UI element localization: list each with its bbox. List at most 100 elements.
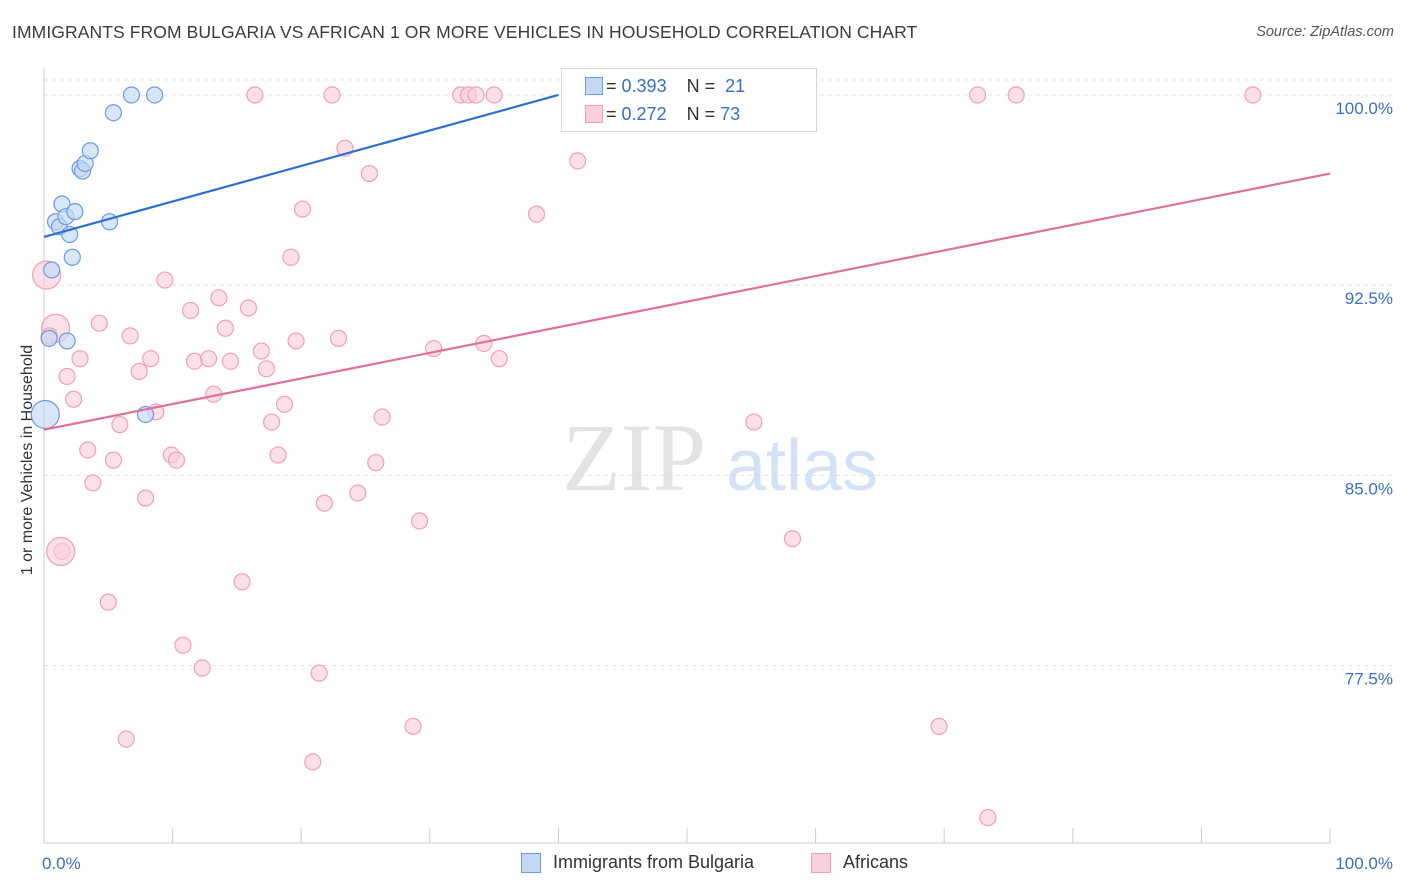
africans-point: [156, 271, 174, 289]
africans-point: [111, 416, 129, 434]
africans-point: [569, 152, 587, 170]
bulgaria-trend-line: [43, 93, 559, 239]
africans-point: [410, 512, 429, 530]
africans-point: [930, 717, 948, 735]
bulgaria-point: [30, 399, 60, 430]
africans-point: [1007, 86, 1025, 104]
n-value: 21: [725, 75, 746, 96]
africans-point: [269, 446, 287, 464]
africans-point: [252, 342, 270, 360]
africans-point: [221, 352, 240, 370]
africans-point: [239, 299, 258, 317]
africans-point: [185, 352, 204, 370]
legend-item-africans: Africans: [811, 852, 908, 873]
africans-point: [84, 474, 102, 492]
legend-label-bulgaria: Immigrants from Bulgaria: [553, 852, 755, 872]
africans-point: [329, 329, 348, 347]
y-tick-label: 100.0%: [1335, 99, 1393, 118]
legend-item-bulgaria: Immigrants from Bulgaria: [521, 852, 754, 873]
bulgaria-legend-swatch: [521, 852, 541, 873]
africans-point: [200, 350, 218, 368]
africans-point: [71, 350, 89, 368]
africans-point: [745, 413, 763, 431]
bulgaria-point: [58, 332, 76, 350]
bulgaria-point: [66, 203, 84, 221]
africans-point: [167, 451, 186, 469]
bulgaria-point: [145, 86, 164, 104]
africans-point: [360, 164, 378, 183]
africans-point: [99, 593, 117, 611]
bulgaria-point: [40, 329, 58, 347]
africans-point: [142, 350, 160, 368]
africans-point: [282, 248, 300, 266]
africans-point: [130, 362, 148, 380]
africans-point: [310, 664, 328, 682]
africans-trend-line: [43, 172, 1331, 431]
stats-row-bulgaria: R = 0.393 N = 21: [585, 73, 746, 99]
africans-point: [467, 86, 485, 104]
africans-point: [315, 494, 333, 512]
africans-point: [233, 573, 251, 591]
africans-legend-swatch: [811, 852, 831, 873]
y-tick-label: 92.5%: [1345, 289, 1393, 308]
watermark-zip: ZIP: [562, 404, 706, 511]
n-value: 73: [720, 103, 741, 124]
africans-point: [79, 441, 97, 459]
africans-point: [263, 413, 281, 431]
africans-point: [216, 319, 234, 337]
africans-point: [246, 86, 264, 104]
africans-point: [121, 327, 139, 345]
africans-point: [257, 360, 276, 378]
watermark-atlas: atlas: [726, 426, 878, 506]
watermark: ZIP atlas: [562, 404, 878, 511]
africans-point: [275, 395, 294, 413]
africans-point: [182, 301, 200, 320]
africans-point: [117, 730, 135, 748]
africans-point: [174, 636, 192, 654]
africans-point: [783, 530, 802, 548]
africans-point: [58, 367, 76, 386]
africans-point: [46, 536, 76, 566]
africans-point: [90, 314, 108, 332]
x-tick-label: 0.0%: [42, 854, 81, 873]
africans-point: [287, 332, 305, 350]
africans-point: [349, 484, 367, 502]
y-tick-label: 85.0%: [1345, 479, 1393, 498]
africans-point: [1244, 86, 1262, 104]
n-label: N =: [686, 75, 716, 96]
africans-point: [373, 408, 391, 426]
africans-point: [293, 200, 312, 218]
series-legend: Immigrants from Bulgaria Africans: [0, 852, 1406, 878]
bulgaria-point: [100, 213, 119, 231]
source-label: Source: ZipAtlas.com: [1256, 24, 1394, 40]
africans-point: [304, 753, 322, 771]
africans-point: [64, 390, 83, 408]
bulgaria-point: [43, 261, 61, 279]
chart-title: IMMIGRANTS FROM BULGARIA VS AFRICAN 1 OR…: [12, 22, 918, 42]
y-tick-label: 77.5%: [1345, 670, 1393, 689]
africans-point: [404, 717, 422, 735]
axes: [43, 68, 1331, 844]
bulgaria-swatch: [585, 77, 603, 95]
africans-point: [979, 809, 997, 827]
r-value: 0.393: [621, 75, 667, 96]
africans-point: [969, 86, 987, 104]
africans-point: [527, 205, 546, 223]
africans-point: [323, 86, 341, 104]
stats-legend: R = 0.393 N = 21 R = 0.272 N = 73: [561, 68, 817, 132]
tick-labels: 77.5% 85.0% 92.5% 100.0% 0.0% 100.0%: [42, 99, 1393, 873]
africans-point: [367, 454, 385, 472]
x-tick-label: 100.0%: [1335, 854, 1393, 873]
africans-point: [210, 289, 228, 307]
bulgaria-point: [122, 86, 141, 104]
trend-lines: [43, 93, 1331, 431]
africans-swatch: [585, 105, 603, 123]
r-value: 0.272: [621, 103, 667, 124]
bulgaria-point: [63, 248, 81, 266]
data-points: [30, 86, 1262, 827]
n-label: N =: [686, 103, 716, 124]
africans-point: [485, 86, 503, 104]
bulgaria-point: [81, 142, 99, 160]
bulgaria-point: [104, 104, 123, 122]
